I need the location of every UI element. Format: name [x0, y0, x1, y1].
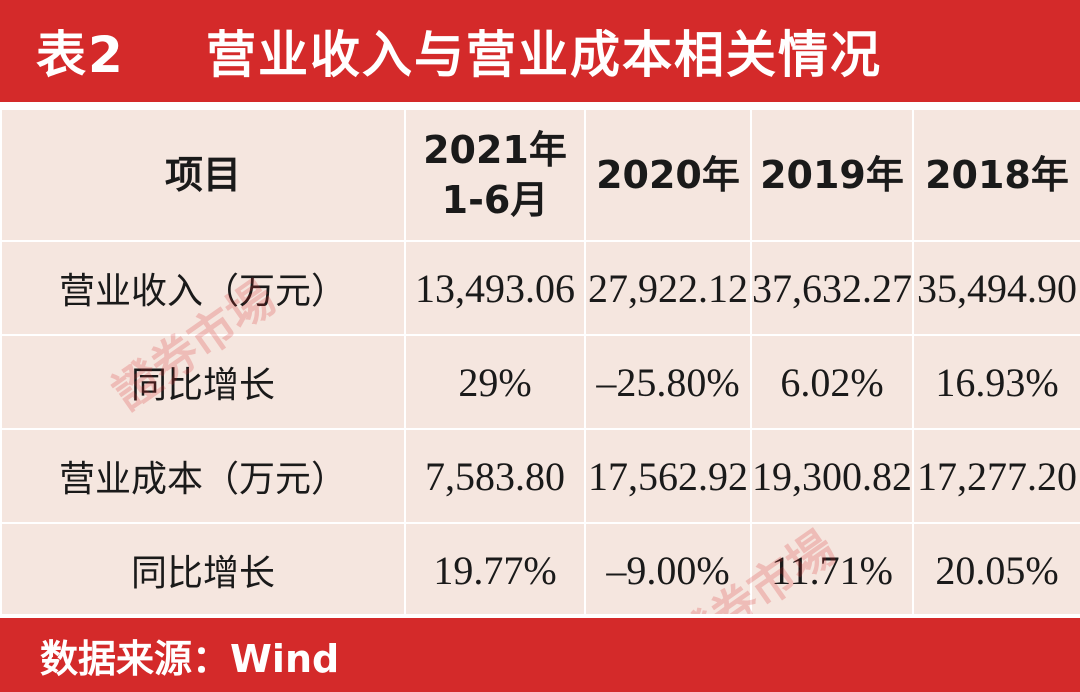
- source-note: 数据来源：Wind: [40, 636, 340, 681]
- table-row: 营业收入（万元） 13,493.06 27,922.12 37,632.27 3…: [0, 240, 1080, 336]
- cell-value: –9.00%: [584, 522, 752, 618]
- title-bar: 表2 营业收入与营业成本相关情况: [0, 0, 1080, 108]
- cell-value: 13,493.06: [404, 240, 586, 336]
- row-label: 营业收入（万元）: [0, 240, 406, 336]
- cell-value: 37,632.27: [750, 240, 914, 336]
- row-label: 同比增长: [0, 522, 406, 618]
- cell-value: 27,922.12: [584, 240, 752, 336]
- header-2018: 2018年: [912, 108, 1080, 242]
- data-table: 项目 2021年1-6月 2020年 2019年 2018年 营业收入（万元） …: [0, 108, 1080, 618]
- header-row: 项目 2021年1-6月 2020年 2019年 2018年: [0, 108, 1080, 242]
- cell-value: 7,583.80: [404, 428, 586, 524]
- cell-value: 19.77%: [404, 522, 586, 618]
- row-label: 营业成本（万元）: [0, 428, 406, 524]
- cell-value: 29%: [404, 334, 586, 430]
- cell-value: 19,300.82: [750, 428, 914, 524]
- header-2020: 2020年: [584, 108, 752, 242]
- cell-value: 20.05%: [912, 522, 1080, 618]
- header-item: 项目: [0, 108, 406, 242]
- table-title: 营业收入与营业成本相关情况: [206, 26, 882, 84]
- table-row: 营业成本（万元） 7,583.80 17,562.92 19,300.82 17…: [0, 428, 1080, 524]
- header-2021h1: 2021年1-6月: [404, 108, 586, 242]
- cell-value: 11.71%: [750, 522, 914, 618]
- table-number: 表2: [36, 26, 125, 84]
- row-label: 同比增长: [0, 334, 406, 430]
- table-row: 同比增长 19.77% –9.00% 11.71% 20.05%: [0, 522, 1080, 618]
- table-row: 同比增长 29% –25.80% 6.02% 16.93%: [0, 334, 1080, 430]
- cell-value: 6.02%: [750, 334, 914, 430]
- header-2019: 2019年: [750, 108, 914, 242]
- cell-value: 16.93%: [912, 334, 1080, 430]
- cell-value: 17,562.92: [584, 428, 752, 524]
- cell-value: 17,277.20: [912, 428, 1080, 524]
- cell-value: 35,494.90: [912, 240, 1080, 336]
- cell-value: –25.80%: [584, 334, 752, 430]
- source-bar: 数据来源：Wind: [0, 614, 1080, 692]
